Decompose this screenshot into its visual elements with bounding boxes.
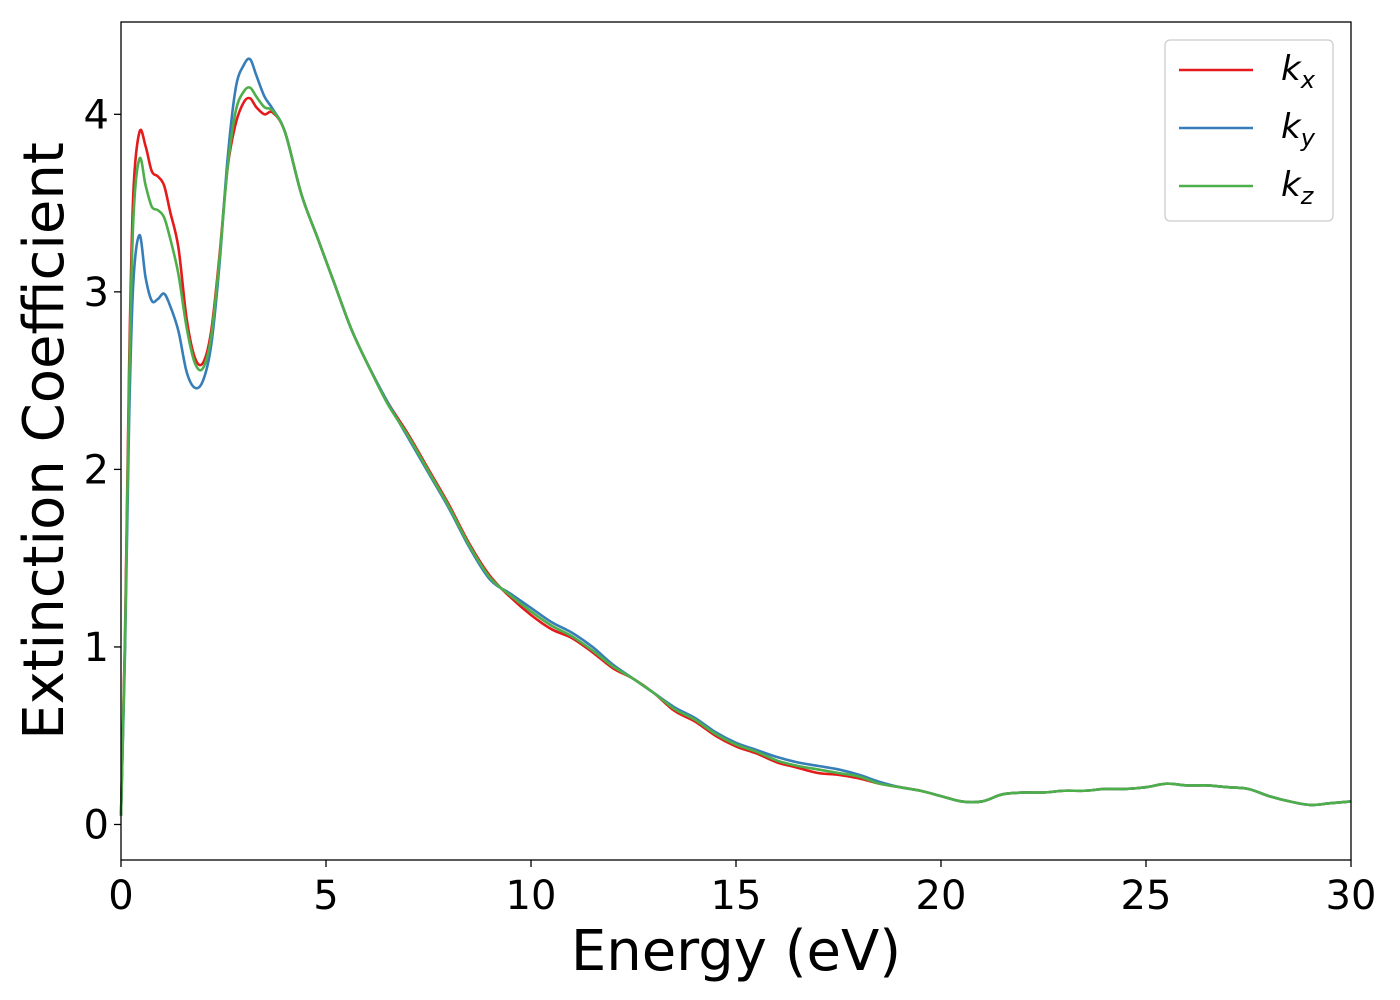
- x-axis-ticks: 0 5 10 15 20 25 30: [108, 860, 1376, 919]
- legend-label-y: ky: [1281, 107, 1316, 152]
- x-tick-label: 30: [1326, 873, 1377, 919]
- x-tick-label: 0: [108, 873, 133, 919]
- legend-label-base: k: [1281, 107, 1302, 147]
- y-tick-label: 3: [84, 270, 109, 316]
- legend-label-base: k: [1281, 49, 1302, 89]
- x-tick-label: 15: [711, 873, 762, 919]
- legend-label-base: k: [1281, 165, 1302, 205]
- x-tick-label: 5: [313, 873, 338, 919]
- legend-label-x: kx: [1281, 49, 1316, 94]
- x-tick-label: 10: [506, 873, 557, 919]
- legend-label-subscript: y: [1300, 124, 1316, 152]
- y-axis-ticks: 0 1 2 3 4: [84, 92, 121, 848]
- x-tick-label: 20: [916, 873, 967, 919]
- series-line-z: [119, 86, 1352, 816]
- legend-label-z: kz: [1281, 165, 1315, 210]
- legend-label-subscript: z: [1300, 182, 1315, 210]
- y-tick-label: 4: [84, 92, 109, 138]
- series-layer: [119, 57, 1352, 816]
- x-axis-label: Energy (eV): [571, 919, 901, 984]
- y-tick-label: 2: [84, 447, 109, 493]
- y-axis-label: Extinction Coefficient: [12, 142, 77, 740]
- x-tick-label: 25: [1121, 873, 1172, 919]
- y-tick-label: 1: [84, 625, 109, 671]
- legend-label-subscript: x: [1300, 66, 1316, 94]
- legend-box: [1164, 39, 1334, 222]
- y-tick-label: 0: [84, 802, 109, 848]
